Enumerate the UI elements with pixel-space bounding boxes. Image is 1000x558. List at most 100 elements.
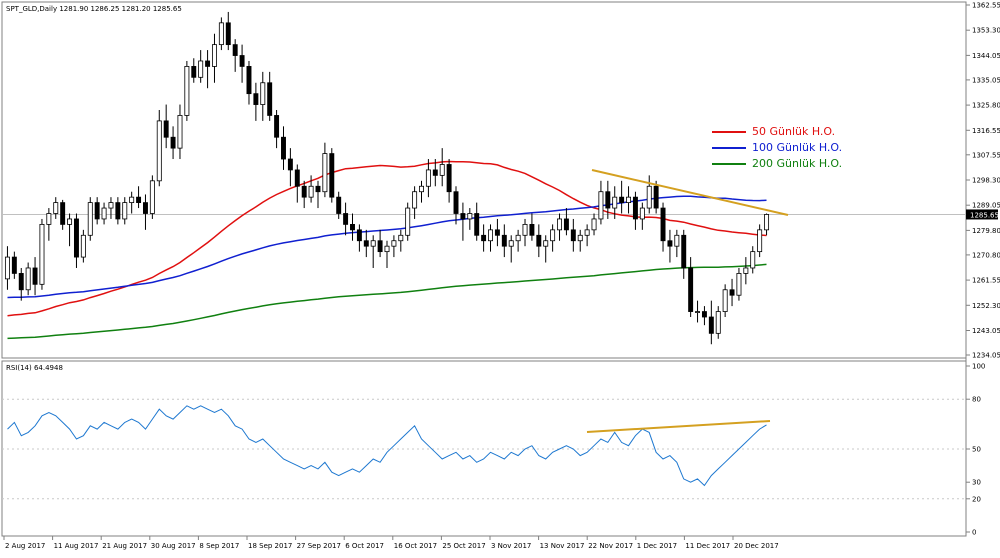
candle <box>301 180 307 209</box>
candle <box>536 224 542 258</box>
candle-body <box>87 202 93 236</box>
candle-body <box>515 234 521 242</box>
candle <box>205 50 211 89</box>
candle-body <box>253 93 259 105</box>
candle-body <box>232 44 238 56</box>
symbol-header: SPT_GLD,Daily 1281.90 1286.25 1281.20 12… <box>6 5 182 13</box>
candle-body <box>419 185 424 193</box>
price-tag-label: 1285.65 <box>970 211 999 219</box>
candle-body <box>639 207 645 220</box>
rsi-tick-label: 50 <box>972 446 981 454</box>
candle-body <box>350 223 355 231</box>
price-tick-label: 1316.55 <box>972 127 1000 135</box>
candle <box>101 202 107 225</box>
ohlc-readout: 1281.90 1286.25 1281.20 1285.65 <box>59 5 182 13</box>
candle-body <box>681 234 687 269</box>
legend-ma100-label: 100 Günlük H.O. <box>752 141 843 154</box>
legend-ma50-swatch <box>712 130 746 133</box>
candle <box>563 208 569 236</box>
candle <box>764 213 770 236</box>
date-tick-label: 18 Sep 2017 <box>248 542 292 550</box>
price-tick-label: 1325.80 <box>972 102 1000 110</box>
price-panel-frame <box>1 1 967 359</box>
rsi-tick-label: 20 <box>972 495 981 503</box>
candle-body <box>529 223 535 236</box>
candle <box>522 218 528 247</box>
candle-body <box>701 311 707 318</box>
candle-body <box>494 229 500 236</box>
candle <box>129 191 135 214</box>
price-tag-box <box>966 209 998 220</box>
candle-body <box>18 273 24 291</box>
candle <box>108 197 114 219</box>
candle-body <box>205 60 211 67</box>
candle <box>149 175 155 219</box>
price-tick-label: 1307.55 <box>972 151 1000 159</box>
candle-body <box>729 289 735 296</box>
candle-body <box>446 164 452 193</box>
candle <box>432 159 438 187</box>
candle <box>170 126 176 160</box>
candle-body <box>336 196 342 214</box>
legend-ma100-swatch <box>712 146 746 149</box>
candle-body <box>688 267 694 312</box>
candle-body <box>405 207 411 236</box>
candle-body <box>142 202 148 214</box>
legend-ma200-swatch <box>712 162 746 165</box>
candle-body <box>184 66 190 116</box>
candle <box>488 224 493 252</box>
candle-body <box>218 22 224 46</box>
candle-body <box>619 196 625 204</box>
candle-body <box>432 169 438 176</box>
candle <box>122 197 128 225</box>
candle-body <box>591 218 597 231</box>
candle <box>260 71 266 121</box>
candle <box>239 44 245 83</box>
candle-body <box>501 234 507 247</box>
candle-body <box>550 229 556 242</box>
candle-body <box>460 213 466 220</box>
date-tick-label: 21 Aug 2017 <box>102 542 147 550</box>
candle-body <box>377 240 383 253</box>
candle-body <box>384 245 390 253</box>
price-tick-label: 1234.05 <box>972 352 1000 360</box>
candle-body <box>598 191 604 220</box>
rsi-indicator <box>2 398 966 500</box>
candle-body <box>536 234 542 247</box>
candle-body <box>708 316 714 334</box>
candle <box>729 278 735 307</box>
candle <box>557 213 562 241</box>
candle-body <box>25 267 31 291</box>
candlesticks <box>4 11 770 345</box>
candle-body <box>722 289 728 312</box>
candle-body <box>225 22 231 46</box>
candle-body <box>522 223 528 236</box>
candle <box>370 235 376 268</box>
candle-body <box>212 44 217 67</box>
candle-body <box>453 191 459 214</box>
candle <box>632 191 638 230</box>
candle <box>695 300 701 323</box>
candle <box>405 202 411 241</box>
candle <box>474 202 480 241</box>
candle <box>343 202 349 236</box>
candle <box>653 180 659 214</box>
candle-body <box>177 115 183 149</box>
candle-body <box>101 207 107 220</box>
candle <box>184 60 190 121</box>
candle-body <box>315 185 321 193</box>
candle <box>688 257 694 318</box>
price-tick-label: 1335.05 <box>972 76 1000 84</box>
candle-body <box>626 196 632 204</box>
candle-body <box>481 234 487 242</box>
candle <box>667 229 673 263</box>
rsi-tick-label: 100 <box>972 363 985 371</box>
date-tick-label: 30 Aug 2017 <box>151 542 196 550</box>
candle <box>626 186 632 214</box>
candle <box>191 58 197 83</box>
candle-body <box>474 213 480 236</box>
price-tick-label: 1243.05 <box>972 327 1000 335</box>
candle <box>156 110 162 187</box>
